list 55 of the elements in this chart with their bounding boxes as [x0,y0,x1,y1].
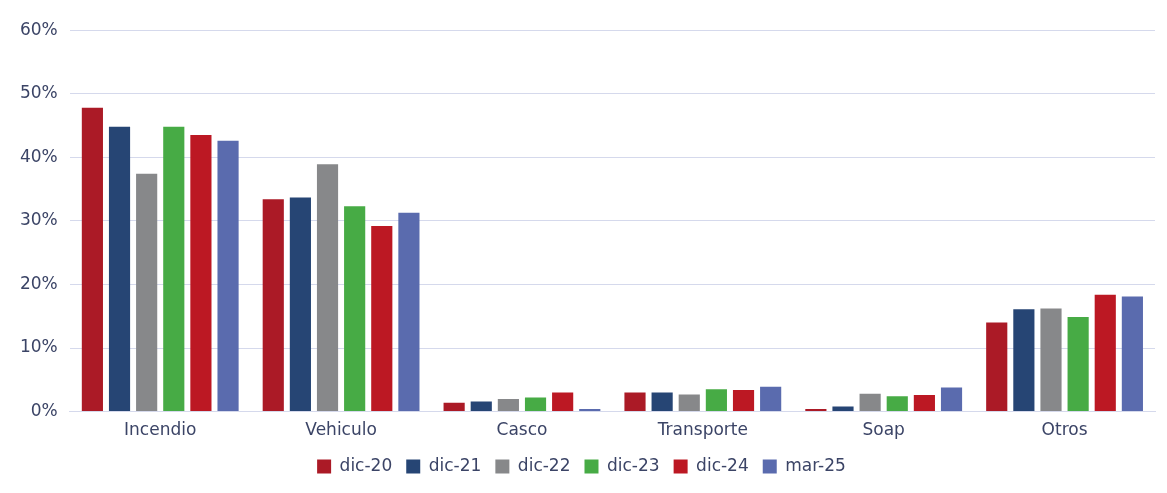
y-tick-label: 10% [19,336,58,357]
bar [136,173,158,412]
legend-label: mar-25 [785,454,846,475]
bar [190,135,212,412]
x-tick-label: Vehiculo [305,419,377,440]
bar [108,126,131,412]
legend-label: dic-23 [606,454,660,475]
bar [732,389,755,412]
y-tick-label: 30% [19,209,58,230]
bar [805,409,827,412]
y-tick-label: 40% [19,145,58,166]
bar [524,397,547,412]
bar [624,392,646,412]
x-tick-label: Transporte [656,419,748,440]
bar [1121,296,1143,412]
bar [262,199,284,412]
y-tick-label: 20% [19,272,58,293]
bar [1094,294,1116,412]
y-tick-label: 60% [19,18,58,39]
bar [760,386,782,412]
bar [940,387,963,412]
bar [1040,308,1062,412]
legend-label: dic-20 [339,454,393,475]
bar [832,406,854,412]
y-tick-label: 0% [30,400,58,421]
y-tick-label: 50% [19,82,58,103]
bar [1013,309,1035,412]
bar [579,409,601,412]
x-tick-label: Incendio [124,419,197,440]
x-tick-label: Otros [1041,419,1088,440]
bar [344,206,366,412]
bar [316,164,339,412]
legend-label: dic-21 [428,454,482,475]
bar [398,212,420,412]
bar [371,225,393,412]
x-tick-label: Casco [496,419,548,440]
bar [651,392,673,412]
legend-label: dic-22 [517,454,571,475]
bar [986,322,1008,412]
bar [859,393,881,412]
bar [886,396,908,412]
bar [163,126,185,412]
bar [705,389,727,412]
bar [443,402,465,412]
bar [678,394,700,412]
bar [470,401,492,412]
x-tick-label: Soap [862,419,905,440]
bar [289,197,311,412]
bar [1067,316,1089,412]
legend-label: dic-24 [696,454,749,475]
bar [81,107,103,412]
bar [497,398,519,412]
bar [217,140,239,412]
bar [913,395,935,412]
bar [552,392,574,412]
